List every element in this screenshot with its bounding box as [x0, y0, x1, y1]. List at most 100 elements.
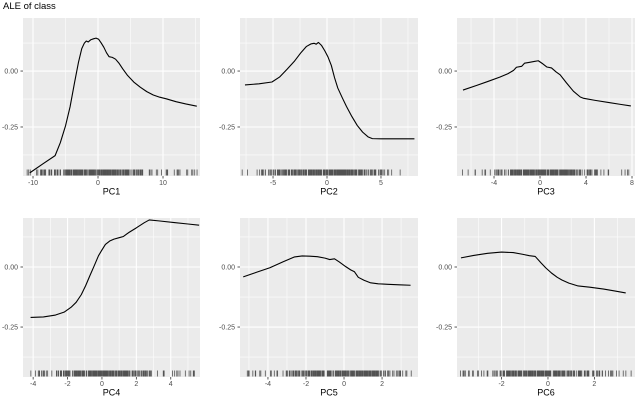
grid-major-lines [23, 218, 200, 377]
panel-pc5: -4 -2 0 2 0.00 -0.25 PC5 [213, 200, 427, 402]
y-tick-label: 0.00 [438, 264, 452, 271]
grid-major-lines [240, 18, 418, 176]
y-tick-label: -0.25 [2, 324, 18, 331]
x-axis-tick-labels: -4 -2 0 2 4 [30, 381, 173, 388]
x-tick-label: -2 [303, 381, 309, 388]
rug-marks [460, 370, 632, 377]
x-axis-title: PC1 [103, 187, 121, 197]
rug-marks [246, 370, 412, 377]
x-tick-label: 5 [379, 180, 383, 187]
panel-background [240, 18, 418, 176]
y-tick-label: 0.00 [221, 68, 235, 75]
panel-svg: -10 0 10 0.00 -0.25 PC1 [2, 18, 200, 197]
grid-minor-lines [240, 218, 418, 377]
grid-major-lines [23, 18, 200, 176]
rug-marks [30, 370, 195, 377]
x-tick-label: -2 [64, 381, 70, 388]
y-axis-tick-labels: 0.00 -0.25 [436, 68, 452, 131]
panel-pc1: -10 0 10 0.00 -0.25 PC1 [0, 14, 213, 200]
x-axis-tick-labels: -2 0 2 [498, 381, 596, 388]
grid-major-lines [240, 218, 418, 377]
axis-tick-marks [237, 266, 383, 380]
panel-pc2: -5 0 5 0.00 -0.25 PC2 [213, 14, 427, 200]
x-tick-label: 0 [538, 180, 542, 187]
axis-tick-marks [20, 70, 164, 179]
x-tick-label: -2 [498, 381, 504, 388]
panel-pc4: -4 -2 0 2 4 0.00 -0.25 PC4 [0, 200, 213, 402]
y-axis-tick-labels: 0.00 -0.25 [2, 68, 18, 131]
panel-svg: -4 -2 0 2 0.00 -0.25 PC5 [219, 218, 418, 398]
y-tick-label: -0.25 [436, 324, 452, 331]
x-axis-title: PC6 [537, 388, 555, 398]
x-tick-label: 0 [100, 381, 104, 388]
y-tick-label: 0.00 [4, 68, 18, 75]
x-tick-label: -10 [28, 180, 38, 187]
x-axis-tick-labels: -4 -2 0 2 [265, 381, 384, 388]
y-tick-label: -0.25 [219, 124, 235, 131]
rug-marks [462, 169, 630, 176]
grid-minor-lines [457, 18, 635, 176]
x-axis-title: PC3 [537, 187, 555, 197]
y-axis-tick-labels: 0.00 -0.25 [219, 68, 235, 131]
ale-curve [243, 255, 411, 286]
x-tick-label: 2 [592, 381, 596, 388]
x-tick-label: 2 [380, 381, 384, 388]
panel-svg: -4 -2 0 2 4 0.00 -0.25 PC4 [2, 218, 200, 398]
x-tick-label: 0 [546, 381, 550, 388]
x-axis-title: PC5 [320, 388, 338, 398]
panel-pc3: -4 0 4 8 0.00 -0.25 PC3 [427, 14, 640, 200]
panel-svg: -4 0 4 8 0.00 -0.25 PC3 [436, 18, 635, 197]
x-tick-label: -4 [491, 180, 497, 187]
panel-pc6: -2 0 2 0.00 -0.25 PC6 [427, 200, 640, 402]
x-tick-label: 0 [342, 381, 346, 388]
y-axis-tick-labels: 0.00 -0.25 [436, 264, 452, 331]
grid-minor-lines [23, 18, 200, 176]
ale-curve [30, 219, 200, 318]
ale-curve [244, 41, 415, 140]
panel-svg: -2 0 2 0.00 -0.25 PC6 [436, 218, 635, 398]
y-tick-label: -0.25 [436, 124, 452, 131]
panel-background [23, 218, 200, 377]
x-axis-tick-labels: -10 0 10 [28, 180, 167, 187]
grid-major-lines [457, 18, 635, 176]
x-tick-label: 8 [630, 180, 634, 187]
x-axis-tick-labels: -4 0 4 8 [491, 180, 634, 187]
y-axis-tick-labels: 0.00 -0.25 [219, 264, 235, 331]
x-tick-label: -5 [270, 180, 276, 187]
plot-title: ALE of class [3, 1, 56, 12]
y-tick-label: -0.25 [219, 324, 235, 331]
axis-tick-marks [454, 266, 595, 380]
ale-curve [460, 251, 626, 294]
panel-background [240, 218, 418, 377]
panel-background [23, 18, 200, 176]
y-tick-label: 0.00 [4, 264, 18, 271]
x-tick-label: 4 [584, 180, 588, 187]
x-tick-label: 4 [169, 381, 173, 388]
ale-curve [29, 37, 197, 174]
x-tick-label: -4 [30, 381, 36, 388]
x-axis-title: PC2 [320, 187, 338, 197]
grid-minor-lines [240, 18, 418, 176]
x-tick-label: 0 [325, 180, 329, 187]
panel-svg: -5 0 5 0.00 -0.25 PC2 [219, 18, 418, 197]
y-tick-label: 0.00 [438, 68, 452, 75]
y-tick-label: -0.25 [2, 124, 18, 131]
ale-curve [462, 60, 631, 107]
x-tick-label: 2 [134, 381, 138, 388]
rug-marks [26, 169, 198, 176]
y-tick-label: 0.00 [221, 264, 235, 271]
axis-tick-marks [20, 266, 172, 380]
grid-minor-lines [457, 218, 635, 377]
panel-background [457, 18, 635, 176]
panel-background [457, 218, 635, 377]
x-tick-label: -4 [265, 381, 271, 388]
x-axis-tick-labels: -5 0 5 [270, 180, 383, 187]
axis-tick-marks [454, 70, 633, 179]
grid-major-lines [457, 218, 635, 377]
x-tick-label: 10 [159, 180, 167, 187]
y-axis-tick-labels: 0.00 -0.25 [2, 264, 18, 331]
x-axis-title: PC4 [103, 388, 121, 398]
axis-tick-marks [237, 70, 382, 179]
x-tick-label: 0 [96, 180, 100, 187]
